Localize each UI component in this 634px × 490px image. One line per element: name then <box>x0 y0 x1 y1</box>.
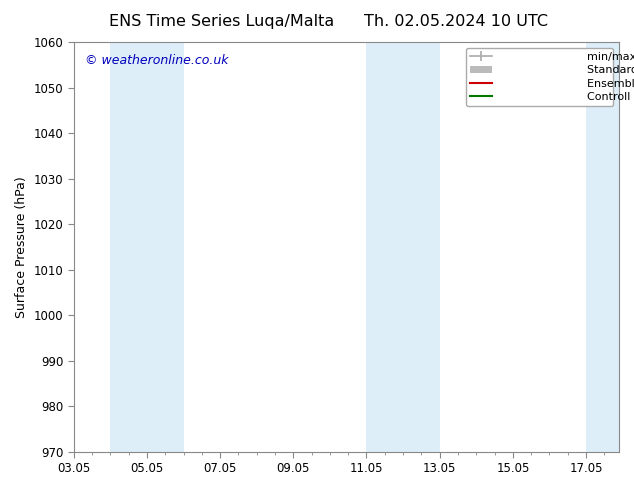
Legend: min/max, Standard deviation, Ensemble mean run, Controll run: min/max, Standard deviation, Ensemble me… <box>465 48 614 106</box>
Bar <box>110 42 183 452</box>
Text: ENS Time Series Luqa/Malta: ENS Time Series Luqa/Malta <box>109 14 335 29</box>
Bar <box>366 42 440 452</box>
Text: © weatheronline.co.uk: © weatheronline.co.uk <box>84 54 228 67</box>
Bar <box>586 42 619 452</box>
Text: Th. 02.05.2024 10 UTC: Th. 02.05.2024 10 UTC <box>365 14 548 29</box>
Y-axis label: Surface Pressure (hPa): Surface Pressure (hPa) <box>15 176 28 318</box>
